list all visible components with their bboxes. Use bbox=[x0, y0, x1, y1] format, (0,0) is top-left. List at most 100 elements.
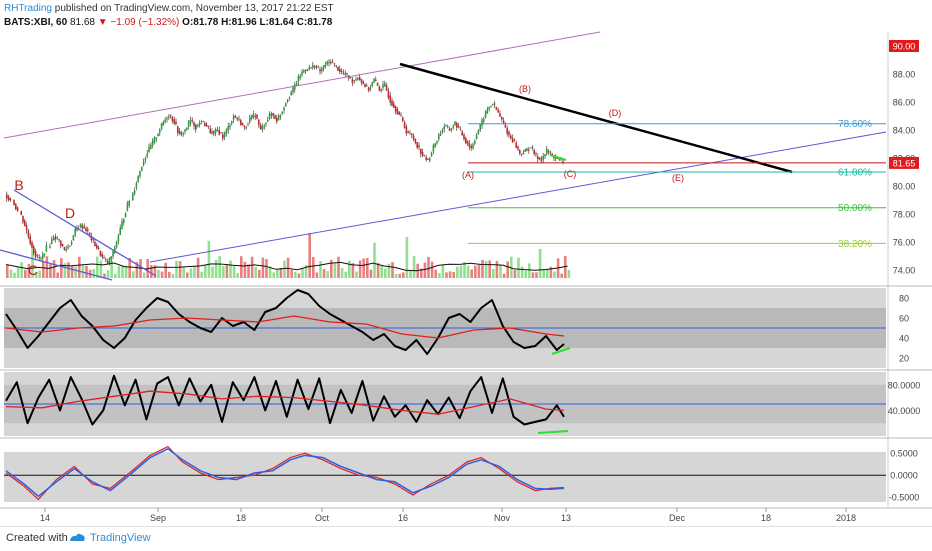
candle-body bbox=[308, 67, 310, 69]
candle-body bbox=[411, 134, 413, 136]
candle-body bbox=[333, 63, 336, 65]
candle-body bbox=[380, 89, 382, 91]
volume-bar bbox=[34, 271, 38, 278]
pattern-label: C bbox=[28, 262, 38, 278]
volume-bar bbox=[369, 269, 373, 278]
candle-body bbox=[29, 236, 31, 244]
candle-body bbox=[344, 73, 346, 75]
candle-body bbox=[236, 117, 238, 120]
candle-body bbox=[351, 79, 354, 84]
volume-bar bbox=[441, 264, 445, 278]
volume-bar bbox=[340, 267, 344, 278]
candle-body bbox=[538, 157, 541, 159]
candle-body bbox=[357, 78, 359, 80]
candle-body bbox=[326, 61, 328, 65]
volume-ma-line bbox=[5, 261, 568, 272]
volume-bar bbox=[175, 260, 178, 278]
volume-bar bbox=[16, 266, 20, 278]
tradingview-link[interactable]: TradingView bbox=[90, 532, 151, 544]
candle-body bbox=[243, 125, 246, 128]
author-link[interactable]: RHTrading bbox=[4, 3, 52, 14]
candle-body bbox=[452, 126, 454, 128]
volume-bar bbox=[456, 266, 459, 278]
volume-bar bbox=[128, 257, 131, 278]
candle-body bbox=[162, 121, 165, 126]
candle-body bbox=[27, 230, 30, 237]
candle-body bbox=[394, 106, 397, 112]
volume-bar bbox=[517, 257, 520, 278]
chart-canvas[interactable]: 78.60% 61.80% 50.00% 38.20% (A) (B) (C) (D) (E) B… bbox=[0, 0, 932, 526]
candle-body bbox=[531, 146, 534, 148]
volume-bar bbox=[319, 260, 322, 278]
candle-body bbox=[195, 124, 197, 130]
volume-bar bbox=[308, 233, 311, 278]
candle-body bbox=[499, 113, 501, 117]
volume-bar bbox=[499, 265, 502, 278]
candle-body bbox=[220, 132, 222, 134]
volume-bar bbox=[78, 256, 81, 278]
candle-body bbox=[72, 235, 75, 241]
candle-body bbox=[519, 150, 521, 154]
price-tick-label: 80.00 bbox=[893, 182, 916, 192]
candle-body bbox=[526, 148, 528, 151]
candle-body bbox=[204, 123, 206, 127]
time-tick-label: 14 bbox=[40, 513, 50, 523]
candle-body bbox=[360, 79, 363, 83]
candle-body bbox=[306, 69, 309, 71]
candle-body bbox=[281, 111, 283, 114]
volume-bar bbox=[150, 265, 153, 278]
candle-body bbox=[124, 213, 127, 217]
candle-body bbox=[272, 113, 274, 116]
candle-body bbox=[528, 149, 530, 151]
candle-body bbox=[128, 200, 130, 206]
candle-body bbox=[144, 158, 147, 161]
candle-body bbox=[398, 111, 400, 115]
candle-body bbox=[141, 166, 143, 171]
volume-bar bbox=[477, 265, 481, 278]
volume-bar bbox=[531, 272, 535, 278]
candle-body bbox=[202, 121, 204, 123]
volume-bar bbox=[110, 260, 113, 278]
volume-bar bbox=[373, 242, 376, 278]
price-badge bbox=[889, 156, 919, 169]
price-tick-label: 78.00 bbox=[893, 210, 916, 220]
candle-body bbox=[58, 239, 60, 241]
volume-bar bbox=[387, 263, 391, 278]
candle-body bbox=[76, 228, 78, 231]
candle-body bbox=[259, 124, 262, 129]
candle-body bbox=[364, 83, 366, 88]
candle-body bbox=[171, 116, 174, 122]
volume-bar bbox=[322, 269, 326, 278]
candle-body bbox=[216, 129, 219, 132]
candle-body bbox=[384, 83, 386, 87]
candle-body bbox=[456, 123, 458, 128]
candle-body bbox=[276, 117, 278, 122]
volume-bar bbox=[409, 270, 412, 278]
candle-body bbox=[168, 116, 170, 118]
volume-bar bbox=[492, 268, 495, 278]
volume-bar bbox=[366, 258, 369, 278]
candle-body bbox=[13, 200, 15, 205]
wave-label: (B) bbox=[519, 84, 531, 94]
volume-bar bbox=[164, 262, 167, 278]
candle-body bbox=[414, 138, 417, 143]
volume-bar bbox=[405, 236, 409, 278]
candle-body bbox=[495, 106, 498, 110]
candle-body bbox=[551, 153, 553, 155]
candle-body bbox=[459, 128, 462, 130]
volume-bar bbox=[232, 266, 236, 278]
volume-bar bbox=[510, 256, 513, 278]
candle-body bbox=[108, 258, 111, 263]
volume-bar bbox=[502, 273, 506, 278]
candle-body bbox=[295, 83, 298, 86]
candle-body bbox=[385, 85, 388, 91]
candle-body bbox=[537, 156, 539, 160]
volume-bar bbox=[315, 272, 319, 278]
candle-body bbox=[468, 143, 471, 147]
candle-body bbox=[310, 67, 312, 69]
candle-body bbox=[90, 235, 93, 241]
volume-bar bbox=[229, 260, 232, 278]
candle-body bbox=[151, 140, 154, 146]
candle-body bbox=[83, 226, 85, 229]
candle-body bbox=[25, 225, 28, 231]
